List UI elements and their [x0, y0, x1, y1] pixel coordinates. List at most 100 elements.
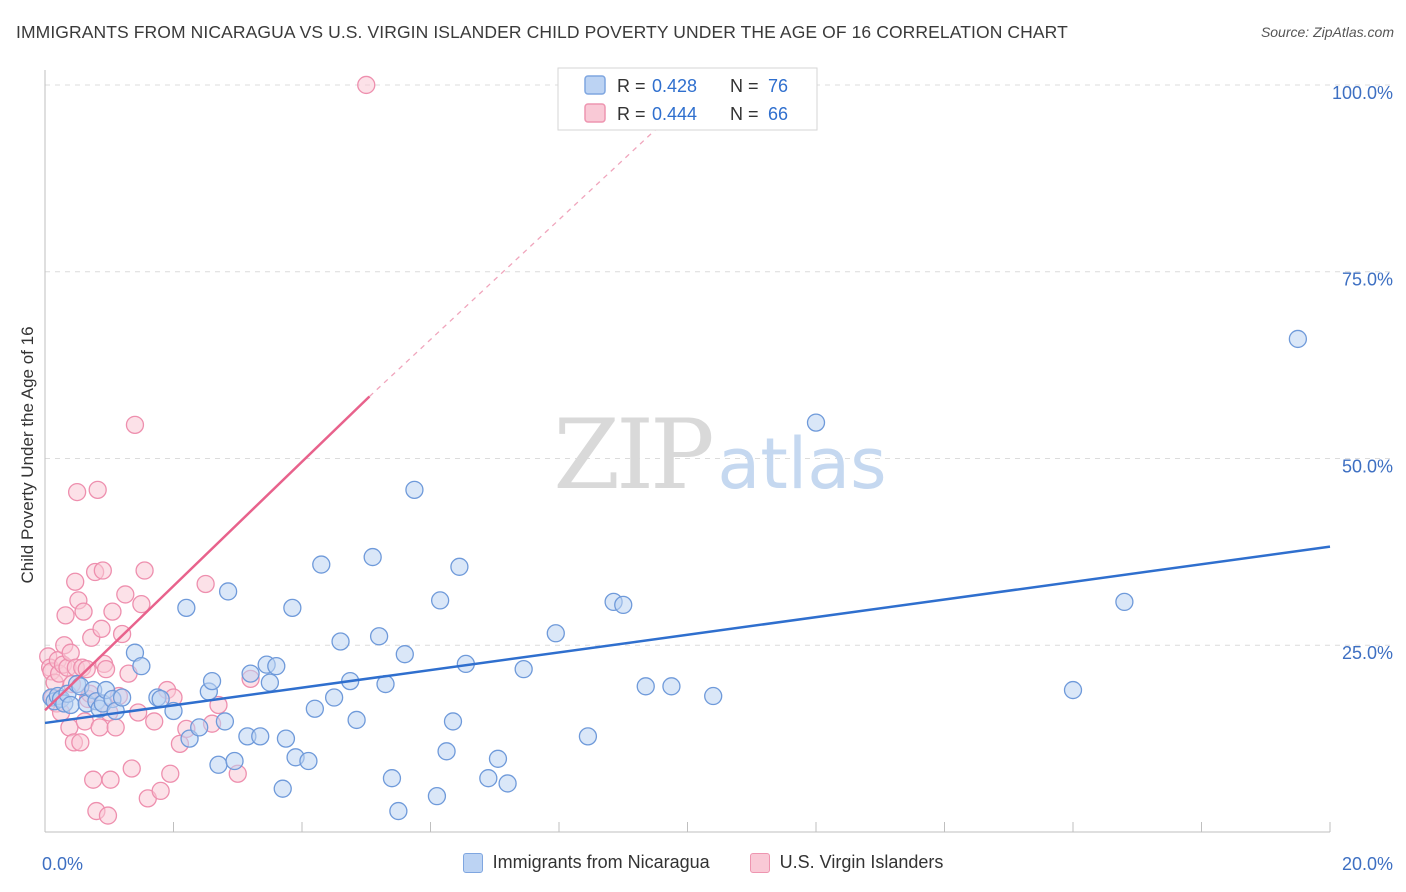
- blue-point-75: [1115, 592, 1134, 612]
- blue-point-28: [209, 755, 228, 774]
- blue-point-76: [1288, 329, 1308, 349]
- pink-point-50: [132, 594, 151, 614]
- blue-point-66: [546, 624, 565, 643]
- blue-point-6: [61, 695, 80, 715]
- blue-point-40: [283, 598, 302, 618]
- pink-point-11: [56, 606, 75, 625]
- legend-item-nicaragua[interactable]: Immigrants from Nicaragua: [462, 852, 710, 873]
- blue-point-36: [260, 673, 280, 692]
- blue-series: [42, 329, 1308, 821]
- pink-point-42: [106, 718, 125, 737]
- x-tick-label-0: 0.0%: [42, 854, 83, 874]
- blue-point-53: [389, 801, 408, 821]
- blue-point-45: [324, 688, 344, 707]
- grid-lines: [45, 84, 1392, 646]
- legend-pink-r-value: 0.444: [652, 104, 697, 124]
- pink-point-21: [71, 733, 90, 752]
- blue-point-74: [1063, 680, 1083, 700]
- blue-point-50: [369, 627, 389, 646]
- blue-point-55: [405, 480, 424, 499]
- blue-point-34: [251, 727, 270, 746]
- blue-point-58: [437, 742, 456, 761]
- blue-point-52: [382, 769, 402, 788]
- y-tick-label-0: 25.0%: [1342, 643, 1393, 663]
- pink-point-29: [84, 770, 103, 789]
- blue-point-63: [488, 749, 508, 768]
- blue-point-70: [636, 677, 655, 696]
- watermark-atlas: atlas: [717, 423, 886, 505]
- source-label[interactable]: Source: ZipAtlas.com: [1260, 24, 1394, 40]
- legend-swatch-blue: [584, 75, 606, 95]
- legend-bottom-swatch-blue: [462, 852, 483, 873]
- pink-point-23: [74, 602, 93, 621]
- x-tick-label-1: 20.0%: [1342, 854, 1393, 874]
- trend-line-pink: [44, 395, 371, 712]
- blue-point-54: [395, 645, 414, 664]
- pink-point-56: [161, 764, 180, 783]
- blue-point-29: [215, 712, 235, 731]
- blue-point-67: [578, 727, 598, 746]
- y-axis-label: Child Poverty Under the Age of 16: [18, 326, 37, 583]
- blue-point-65: [514, 659, 533, 679]
- blue-point-64: [498, 774, 517, 793]
- legend-bottom-label-blue: Immigrants from Nicaragua: [492, 852, 710, 872]
- trend-lines: [44, 114, 1331, 725]
- blue-point-43: [305, 699, 325, 718]
- blue-point-73: [806, 413, 826, 432]
- trend-line-blue: [44, 545, 1331, 725]
- pink-point-37: [96, 659, 116, 679]
- legend-item-virgin-islanders[interactable]: U.S. Virgin Islanders: [749, 852, 944, 873]
- pink-point-60: [196, 574, 215, 594]
- legend-blue-n-value: 76: [768, 76, 788, 96]
- chart-title: IMMIGRANTS FROM NICARAGUA VS U.S. VIRGIN…: [16, 22, 1068, 42]
- blue-point-37: [267, 657, 286, 676]
- axes: [44, 70, 1331, 833]
- pink-point-41: [103, 602, 122, 621]
- pink-point-49: [129, 703, 148, 722]
- pink-point-53: [145, 712, 164, 731]
- legend-blue-r-value: 0.428: [652, 76, 697, 96]
- blue-point-23: [177, 598, 196, 618]
- blue-point-30: [218, 582, 238, 601]
- blue-point-59: [443, 712, 463, 731]
- pink-point-17: [66, 572, 85, 591]
- blue-point-69: [614, 595, 633, 615]
- legend-blue-r-label: R =: [617, 76, 646, 96]
- legend-pink-n-value: 66: [768, 104, 788, 124]
- blue-point-17: [112, 688, 132, 707]
- blue-point-71: [662, 677, 681, 696]
- legend-bottom-label-pink: U.S. Virgin Islanders: [779, 852, 944, 872]
- blue-point-46: [331, 632, 350, 651]
- pink-point-45: [116, 585, 135, 604]
- legend-blue-n-label: N =: [730, 76, 759, 96]
- blue-point-57: [430, 591, 450, 610]
- blue-point-25: [190, 718, 209, 737]
- blue-point-56: [427, 786, 447, 806]
- pink-point-35: [93, 561, 112, 580]
- watermark-zip: ZIP: [553, 399, 712, 511]
- pink-point-54: [151, 781, 170, 801]
- blue-point-33: [241, 664, 260, 683]
- legend-pink-n-label: N =: [730, 104, 759, 124]
- pink-point-19: [67, 482, 87, 502]
- blue-point-44: [312, 555, 331, 574]
- watermark: ZIP atlas: [553, 399, 886, 511]
- legend-pink-r-label: R =: [617, 104, 646, 124]
- y-tick-label-2: 75.0%: [1342, 270, 1393, 290]
- pink-point-34: [92, 619, 111, 638]
- pink-point-48: [125, 415, 145, 435]
- blue-point-48: [347, 710, 366, 730]
- blue-point-42: [299, 751, 318, 771]
- blue-point-60: [450, 557, 469, 576]
- blue-point-31: [225, 751, 244, 771]
- blue-point-38: [273, 779, 292, 798]
- blue-point-49: [363, 547, 382, 567]
- pink-point-40: [101, 770, 120, 789]
- blue-point-62: [479, 769, 498, 788]
- blue-point-72: [704, 686, 723, 706]
- pink-point-33: [90, 718, 109, 737]
- blue-point-27: [202, 671, 222, 691]
- tick-labels: 25.0% 50.0% 75.0% 100.0% 0.0% 20.0%: [42, 83, 1393, 874]
- pink-point-51: [135, 561, 154, 580]
